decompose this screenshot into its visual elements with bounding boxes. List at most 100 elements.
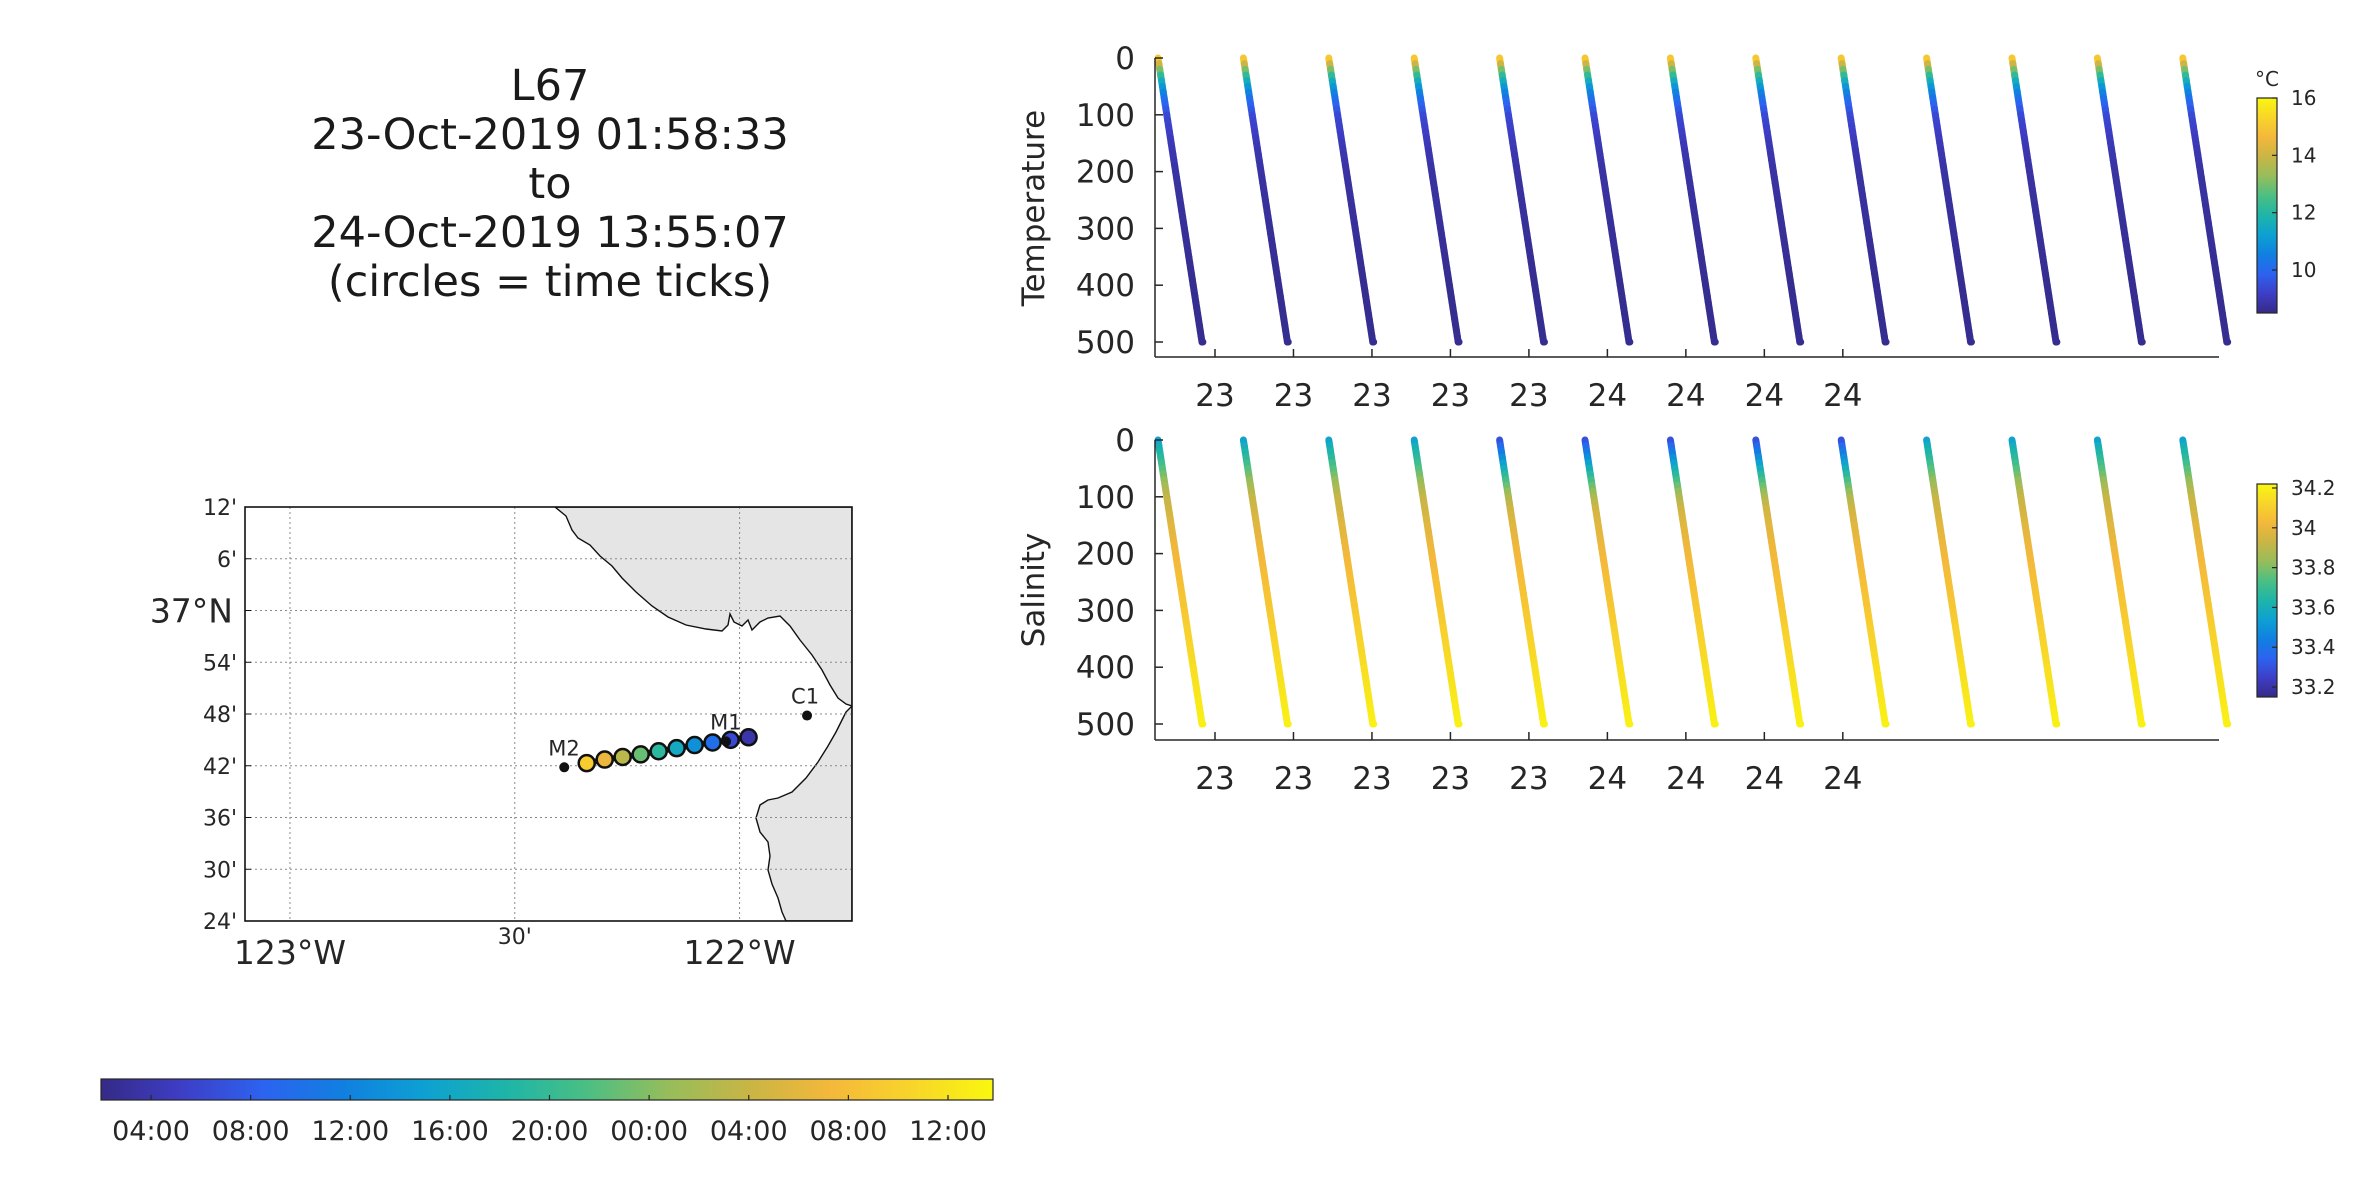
lat-tick-label: 48': [203, 703, 237, 728]
title-to: to: [528, 159, 572, 209]
colorbar-unit: °C: [2255, 67, 2279, 91]
salinity-ylabel: Salinity: [1016, 533, 1052, 648]
title-glider: L67: [510, 61, 590, 111]
x-tick-label: 23: [1509, 378, 1548, 414]
station-marker: [802, 710, 813, 721]
x-tick-label: 24: [1666, 378, 1705, 414]
temperature-panel: 0 100 200 300 400 500 23 23 23 23 23 24 24 24 24 Temp…: [1016, 41, 2316, 414]
x-tick-label: 23: [1195, 378, 1234, 414]
colorbar-tick-label: 34.2: [2291, 476, 2336, 500]
profile: [1496, 54, 1548, 346]
time-colorbar-label: 16:00: [411, 1116, 489, 1147]
x-tick-label: 24: [1588, 761, 1627, 797]
time-colorbar-label: 20:00: [511, 1116, 589, 1147]
y-tick-label: 200: [1076, 155, 1135, 191]
profile: [1923, 54, 1975, 346]
time-colorbar-label: 00:00: [610, 1116, 688, 1147]
lat-tick-label: 54': [203, 651, 237, 676]
colorbar-tick-label: 33.2: [2291, 675, 2336, 699]
profile: [1410, 54, 1463, 346]
mooring-stations: M2 M1 C1: [548, 685, 819, 773]
profile: [1239, 54, 1292, 346]
profile: [1581, 54, 1634, 346]
profile: [1837, 54, 1890, 346]
map-grid: [245, 507, 852, 921]
glider-track: [577, 728, 758, 773]
salinity-panel: 0 100 200 300 400 500 23 23 23 23 23 24 24 24 24 Sali…: [1016, 423, 2336, 797]
map-latitude-ticks: 12' 6' 37°N 54' 48' 42' 36' 30' 24': [150, 496, 251, 935]
map-longitude-ticks: 123°W 30' 122°W: [234, 925, 796, 972]
profile: [2008, 54, 2061, 346]
lat-tick-label: 30': [203, 858, 237, 883]
lon-tick-label: 123°W: [234, 933, 346, 972]
profile: [1325, 436, 1378, 728]
x-tick-label: 23: [1352, 378, 1391, 414]
time-tick-circle: [685, 735, 704, 755]
x-tick-label: 23: [1509, 761, 1548, 797]
title-end-time: 24-Oct-2019 13:55:07: [311, 208, 789, 258]
profile: [1154, 436, 1207, 728]
profile: [1154, 54, 1207, 346]
x-tick-label: 24: [1666, 761, 1705, 797]
salinity-profiles: [1154, 436, 2232, 728]
time-colorbar-label: 12:00: [909, 1116, 987, 1147]
colorbar-tick-label: 33.8: [2291, 556, 2336, 580]
time-tick-circle: [703, 733, 722, 752]
profile: [2093, 436, 2146, 728]
profile: [1666, 436, 1719, 728]
lat-tick-label: 37°N: [150, 592, 233, 631]
map-land: [553, 507, 852, 921]
station-marker: [721, 736, 732, 747]
colorbar-tick-label: 16: [2291, 86, 2316, 110]
colorbar-tick-label: 10: [2291, 258, 2316, 282]
title-note: (circles = time ticks): [327, 257, 773, 307]
lon-tick-label: 30': [498, 925, 532, 950]
y-tick-label: 400: [1076, 268, 1135, 304]
temperature-profiles: [1154, 54, 2232, 346]
colorbar-tick-label: 12: [2291, 201, 2316, 225]
time-colorbar-label: 04:00: [710, 1116, 788, 1147]
time-colorbar-label: 04:00: [112, 1116, 190, 1147]
colorbar-tick-label: 33.6: [2291, 595, 2336, 619]
lat-tick-label: 12': [203, 496, 237, 521]
time-colorbar-label: 12:00: [311, 1116, 389, 1147]
time-tick-circle: [631, 745, 650, 764]
profile: [2008, 436, 2061, 728]
colorbar-tick-label: 33.4: [2291, 635, 2336, 659]
colorbar-ramp: [2256, 483, 2278, 698]
profile: [2093, 54, 2146, 346]
salinity-x-ticks: 23 23 23 23 23 24 24 24 24: [1195, 732, 1863, 797]
y-tick-label: 100: [1076, 480, 1135, 516]
profile: [1325, 54, 1378, 346]
lat-tick-label: 6': [217, 548, 237, 573]
plot-title: L67 23-Oct-2019 01:58:33 to 24-Oct-2019 …: [250, 62, 850, 307]
title-start-time: 23-Oct-2019 01:58:33: [311, 110, 789, 160]
x-tick-label: 24: [1745, 378, 1784, 414]
x-tick-label: 23: [1195, 761, 1234, 797]
x-tick-label: 23: [1431, 761, 1470, 797]
profile: [2179, 54, 2232, 346]
time-colorbar: 04:00 08:00 12:00 16:00 20:00 00:00 04:00 08:00…: [100, 1078, 994, 1147]
station-label: M1: [710, 710, 741, 734]
y-tick-label: 500: [1076, 325, 1135, 361]
x-tick-label: 24: [1823, 761, 1862, 797]
temperature-axes: [1154, 58, 2219, 358]
profile: [1410, 436, 1463, 728]
y-tick-label: 200: [1076, 537, 1135, 573]
temperature-colorbar: °C 10 12 14 16: [2255, 67, 2316, 314]
lat-tick-label: 24': [203, 910, 237, 935]
profile: [1581, 436, 1634, 728]
time-tick-circle: [577, 753, 596, 773]
profile: [1752, 436, 1805, 728]
salinity-axes: [1154, 440, 2219, 741]
y-tick-label: 0: [1115, 41, 1135, 77]
y-tick-label: 0: [1115, 423, 1135, 459]
profile: [1496, 436, 1548, 728]
temperature-y-ticks: 0 100 200 300 400 500: [1076, 41, 1163, 361]
temperature-ylabel: Temperature: [1016, 110, 1052, 307]
profile: [2179, 436, 2232, 728]
lat-tick-label: 36': [203, 807, 237, 832]
x-tick-label: 24: [1823, 378, 1862, 414]
profile: [1666, 54, 1719, 346]
station-label: M2: [548, 736, 579, 760]
